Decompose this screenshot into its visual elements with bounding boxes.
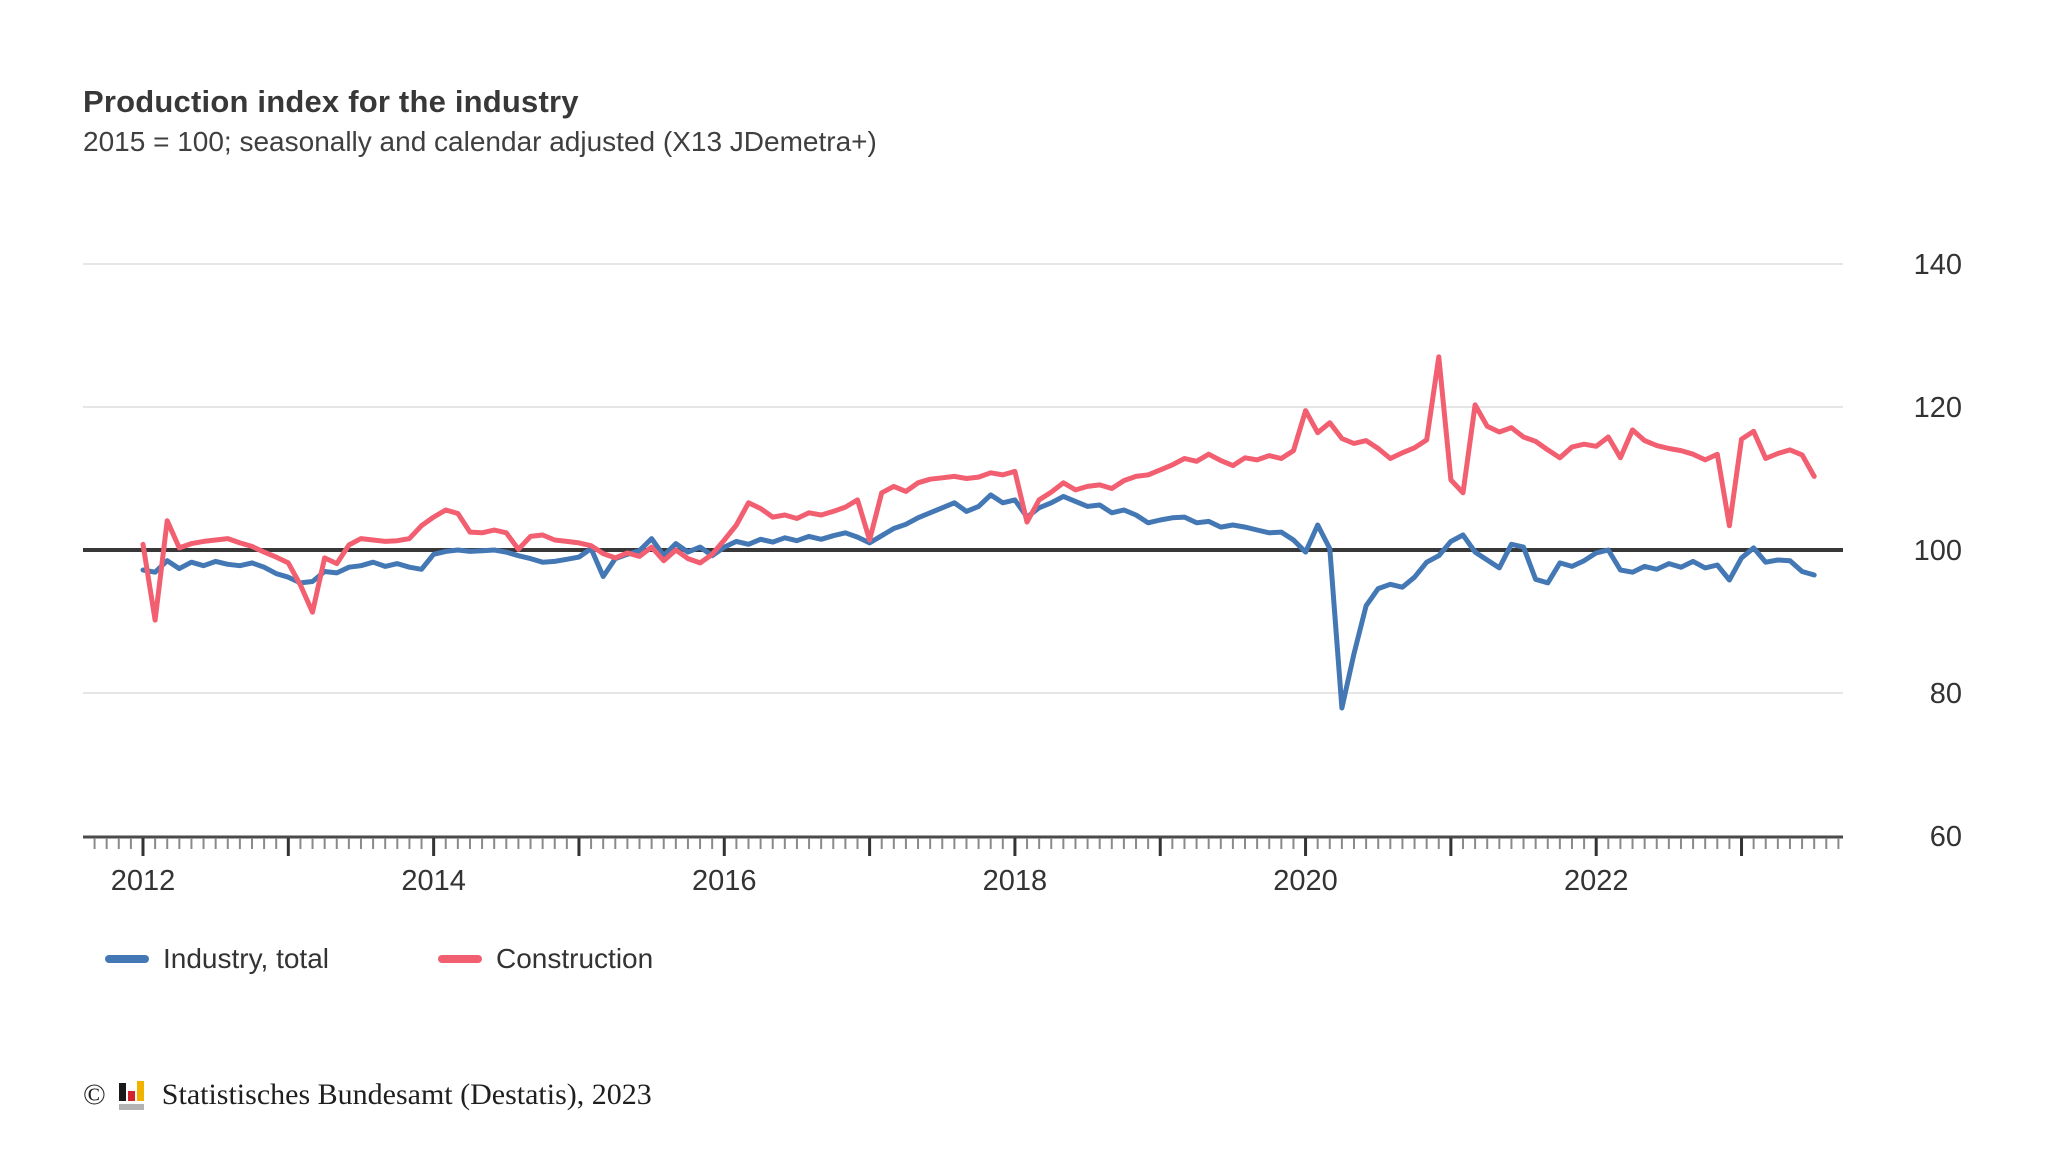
- y-axis-label-100: 100: [1914, 535, 1962, 567]
- y-axis-label-80: 80: [1930, 678, 1962, 710]
- industry-total-line-swatch: [105, 955, 149, 963]
- legend-label-industry-total: Industry, total: [163, 943, 330, 974]
- page-title: Production index for the industry: [83, 84, 579, 119]
- source-footer: © Statistisches Bundesamt (Destatis), 20…: [83, 1076, 652, 1114]
- legend-item-industry-total: Industry, total: [105, 942, 329, 976]
- industry-total-line: [140, 492, 1817, 711]
- y-axis-label-140: 140: [1914, 249, 1962, 281]
- page-subtitle: 2015 = 100; seasonally and calendar adju…: [83, 126, 877, 157]
- source-text: Statistisches Bundesamt (Destatis), 2023: [161, 1078, 652, 1111]
- x-axis-label-2012: 2012: [111, 865, 176, 897]
- copyright-symbol: ©: [83, 1078, 106, 1111]
- destatis-bars-icon: [118, 1081, 144, 1110]
- legend-label-construction: Construction: [496, 943, 654, 974]
- construction-line: [140, 354, 1817, 623]
- chart-svg: 2012 2014 2016 2018 2020 2022 60 80 100 120 140: [83, 249, 1962, 897]
- legend-item-construction: Construction: [438, 942, 653, 976]
- y-axis-label-60: 60: [1930, 821, 1962, 853]
- construction-line-swatch: [438, 955, 482, 963]
- y-axis-label-120: 120: [1914, 392, 1962, 424]
- x-axis-label-2016: 2016: [692, 865, 757, 897]
- x-axis-label-2020: 2020: [1273, 865, 1338, 897]
- x-axis-label-2018: 2018: [983, 865, 1048, 897]
- x-axis-label-2022: 2022: [1564, 865, 1629, 897]
- x-axis-label-2014: 2014: [401, 865, 466, 897]
